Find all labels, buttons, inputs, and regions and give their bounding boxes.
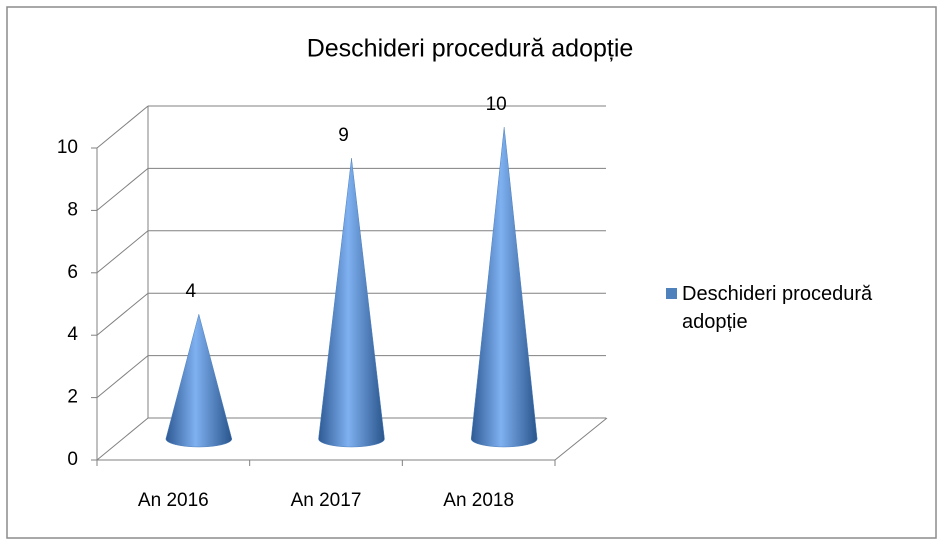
cone: [165, 313, 233, 448]
legend: Deschideri procedură adopție: [666, 280, 932, 336]
grid-line-side: [96, 417, 149, 461]
legend-swatch: [666, 288, 677, 299]
y-tick-label: 6: [67, 262, 78, 283]
x-tick-label: An 2016: [138, 490, 209, 511]
floor-edge: [554, 417, 608, 461]
grid-line-side: [96, 292, 149, 336]
y-tick-label: 0: [67, 449, 78, 470]
data-label: 9: [338, 125, 349, 146]
y-tick-label: 2: [67, 387, 78, 408]
x-tick-label: An 2018: [443, 490, 514, 511]
grid-line-side: [96, 355, 149, 398]
cone: [318, 158, 385, 448]
y-tick-label: 4: [67, 324, 78, 345]
grid-line-side: [96, 230, 149, 274]
chart-border: [6, 6, 937, 539]
cone: [470, 126, 538, 448]
legend-label: Deschideri procedură adopție: [682, 283, 873, 333]
chart-title: Deschideri procedură adopție: [307, 35, 634, 63]
grid-line-side: [96, 168, 149, 211]
y-tick-label: 10: [57, 137, 78, 158]
grid-line-side: [96, 105, 149, 149]
y-tick-label: 8: [67, 199, 78, 220]
x-tick-label: An 2017: [291, 490, 362, 511]
data-label: 4: [186, 281, 197, 302]
data-label: 10: [486, 94, 507, 115]
